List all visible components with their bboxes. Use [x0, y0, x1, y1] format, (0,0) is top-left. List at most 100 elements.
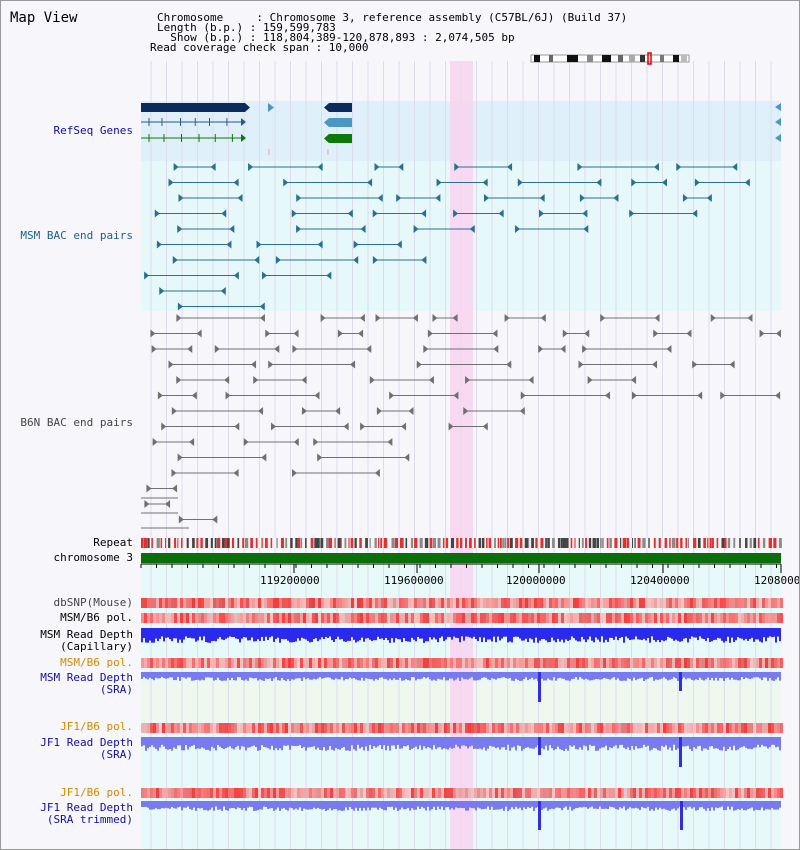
polymorphism-cell — [480, 613, 483, 623]
read-depth-bar — [643, 801, 645, 808]
read-depth-bar — [447, 628, 449, 637]
polymorphism-cell — [576, 598, 579, 608]
polymorphism-cell — [327, 723, 330, 733]
read-depth-bar — [295, 672, 297, 679]
polymorphism-cell — [543, 598, 546, 608]
polymorphism-cell — [282, 788, 285, 798]
read-depth-bar — [619, 672, 621, 681]
read-depth-bar — [603, 801, 605, 809]
track-label-refseq-genes[interactable]: RefSeq Genes — [53, 124, 133, 137]
read-depth-bar — [201, 672, 203, 680]
read-depth-bar — [273, 628, 275, 642]
read-depth-bar — [641, 737, 643, 748]
read-depth-bar — [485, 672, 487, 678]
polymorphism-cell — [552, 598, 555, 608]
read-depth-bar — [475, 628, 477, 640]
read-depth-bar — [417, 628, 419, 637]
read-depth-spike — [538, 737, 541, 755]
track-label-msm-read-depth-capillary[interactable]: MSM Read Depth (Capillary) — [40, 628, 133, 653]
polymorphism-cell — [750, 598, 753, 608]
repeat-element — [642, 538, 646, 548]
track-label-msm-b6-pol-sra[interactable]: MSM/B6 pol. — [60, 656, 133, 669]
read-depth-bar — [563, 628, 565, 643]
track-label-b6n-bac-end-pairs[interactable]: B6N BAC end pairs — [20, 416, 133, 429]
polymorphism-cell — [462, 613, 465, 623]
read-depth-bar — [381, 672, 383, 678]
read-depth-bar — [389, 628, 391, 643]
polymorphism-cell — [186, 613, 189, 623]
read-depth-bar — [185, 737, 187, 746]
polymorphism-cell — [339, 788, 342, 798]
polymorphism-cell — [216, 658, 219, 668]
polymorphism-cell — [477, 723, 480, 733]
polymorphism-cell — [519, 788, 522, 798]
read-depth-bar — [745, 737, 747, 748]
polymorphism-cell — [675, 598, 678, 608]
ideogram-band — [567, 55, 578, 62]
polymorphism-cell — [462, 658, 465, 668]
repeat-element — [255, 538, 258, 548]
repeat-element — [156, 538, 160, 548]
polymorphism-cell — [612, 788, 615, 798]
track-label-jf1-b6-pol-2[interactable]: JF1/B6 pol. — [60, 786, 133, 799]
track-label-jf1-read-depth-sra[interactable]: JF1 Read Depth (SRA) — [40, 736, 133, 761]
polymorphism-cell — [561, 598, 564, 608]
polymorphism-cell — [750, 613, 753, 623]
polymorphism-cell — [222, 658, 225, 668]
read-depth-bar — [473, 672, 475, 681]
read-depth-bar — [475, 737, 477, 749]
track-label-dbsnp-mouse[interactable]: dbSNP(Mouse) — [53, 596, 133, 609]
refseq-strand-arrow — [245, 103, 250, 112]
polymorphism-cell — [765, 658, 768, 668]
read-depth-bar — [271, 801, 273, 809]
read-depth-bar — [581, 737, 583, 750]
read-depth-bar — [175, 628, 177, 639]
read-depth-bar — [527, 801, 529, 808]
polymorphism-cell — [762, 723, 765, 733]
read-depth-bar — [167, 801, 169, 809]
read-depth-bar — [493, 737, 495, 747]
read-depth-bar — [389, 801, 391, 808]
polymorphism-cell — [714, 788, 717, 798]
read-depth-bar — [205, 672, 207, 678]
track-label-chromosome[interactable]: chromosome 3 — [53, 551, 133, 564]
polymorphism-cell — [165, 598, 168, 608]
polymorphism-cell — [165, 613, 168, 623]
read-depth-bar — [713, 737, 715, 749]
read-depth-bar — [147, 737, 149, 749]
polymorphism-cell — [750, 788, 753, 798]
read-depth-bar — [573, 672, 575, 679]
read-depth-bar — [505, 628, 507, 637]
polymorphism-cell — [447, 613, 450, 623]
read-depth-bar — [603, 628, 605, 643]
read-depth-bar — [661, 737, 663, 746]
read-depth-bar — [313, 737, 315, 747]
polymorphism-cell — [219, 613, 222, 623]
read-depth-bar — [473, 737, 475, 749]
polymorphism-cell — [447, 788, 450, 798]
repeat-element — [762, 538, 766, 548]
polymorphism-cell — [495, 598, 498, 608]
track-label-msm-read-depth-sra[interactable]: MSM Read Depth (SRA) — [40, 671, 133, 696]
polymorphism-cell — [336, 723, 339, 733]
repeat-element — [632, 538, 634, 548]
read-depth-bar — [461, 672, 463, 678]
read-depth-bar — [665, 672, 667, 679]
track-label-repeat[interactable]: Repeat — [93, 536, 133, 549]
read-depth-bar — [363, 672, 365, 681]
polymorphism-cell — [564, 658, 567, 668]
polymorphism-cell — [198, 723, 201, 733]
track-label-jf1-read-depth-sra-trimmed[interactable]: JF1 Read Depth (SRA trimmed) — [40, 801, 133, 826]
polymorphism-cell — [141, 788, 144, 798]
read-depth-bar — [341, 628, 343, 640]
read-depth-bar — [669, 672, 671, 680]
track-label-msm-b6-pol[interactable]: MSM/B6 pol. — [60, 611, 133, 624]
read-depth-bar — [287, 737, 289, 746]
read-depth-bar — [229, 672, 231, 681]
track-label-jf1-b6-pol[interactable]: JF1/B6 pol. — [60, 720, 133, 733]
polymorphism-cell — [573, 723, 576, 733]
polymorphism-cell — [231, 613, 234, 623]
read-depth-bar — [259, 737, 261, 750]
track-label-msm-bac-end-pairs[interactable]: MSM BAC end pairs — [20, 229, 133, 242]
